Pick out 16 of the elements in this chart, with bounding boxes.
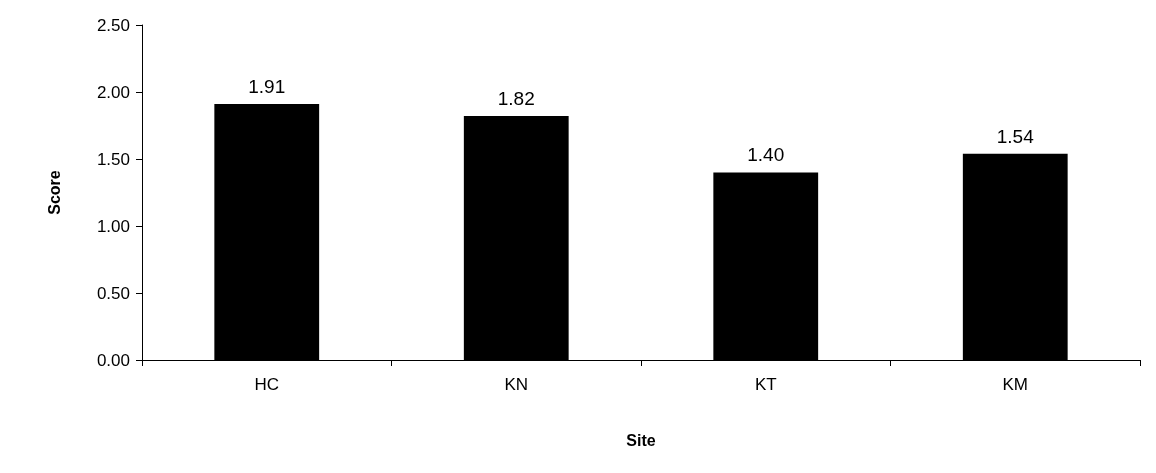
data-label: 1.40 [747, 144, 785, 166]
x-axis-title: Site [626, 431, 656, 449]
y-tick-label: 2.50 [96, 15, 130, 35]
y-tick-label: 1.00 [96, 216, 130, 236]
x-tick-label: KT [754, 375, 777, 394]
y-tick-label: 2.00 [96, 82, 130, 102]
data-label: 1.82 [497, 88, 535, 110]
data-label: 1.54 [996, 125, 1035, 147]
x-tick-label: HC [254, 375, 280, 394]
x-tick-label: KN [504, 375, 529, 394]
y-tick-label: 0.00 [96, 350, 130, 370]
y-tick-label: 0.50 [96, 283, 130, 303]
x-tick-label: KM [1002, 375, 1028, 394]
data-label: 1.91 [248, 76, 286, 98]
y-axis-title: Score [45, 170, 63, 215]
y-tick-label: 1.50 [96, 149, 130, 169]
